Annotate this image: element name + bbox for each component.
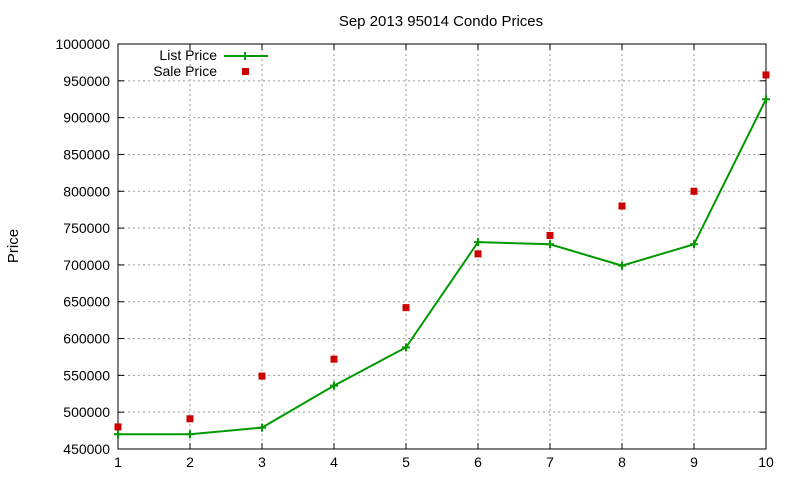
sale-price-point [114, 423, 122, 431]
sale-price-point [474, 250, 482, 258]
list-price-point [258, 423, 266, 432]
sale-price-point [618, 202, 626, 210]
x-tick-label: 3 [258, 454, 266, 470]
y-tick-label: 750000 [63, 220, 110, 236]
series-layer [114, 71, 770, 439]
y-axis-label: Price [5, 229, 22, 263]
y-tick-label: 450000 [63, 441, 110, 457]
sale-price-point [762, 71, 770, 79]
y-tick-label: 700000 [63, 257, 110, 273]
y-tick-label: 900000 [63, 110, 110, 126]
sale-price-point [690, 187, 698, 195]
list-price-point [186, 430, 194, 439]
list-price-line [118, 98, 767, 436]
list-price-point [618, 261, 626, 270]
x-tick-label: 6 [474, 454, 482, 470]
x-tick-label: 4 [330, 454, 338, 470]
sale-price-point [546, 231, 554, 239]
legend-label-list-price: List Price [159, 47, 217, 63]
x-tick-label: 7 [546, 454, 554, 470]
plot-frame [117, 43, 767, 450]
x-tick-label: 8 [618, 454, 626, 470]
list-price-point [114, 430, 122, 439]
x-tick-label: 10 [758, 454, 774, 470]
legend-marker-list-price [241, 52, 249, 60]
y-tick-label: 800000 [63, 183, 110, 199]
x-tick-label: 2 [186, 454, 194, 470]
list-price-point [474, 238, 482, 247]
x-tick-label: 5 [402, 454, 410, 470]
sale-price-point [330, 355, 338, 363]
y-tick-label: 950000 [63, 73, 110, 89]
grid [118, 44, 766, 449]
y-tick-label: 1000000 [55, 36, 110, 52]
x-tick-label: 1 [114, 454, 122, 470]
sale-price-point [258, 372, 266, 380]
y-tick-label: 550000 [63, 367, 110, 383]
legend-label-sale-price: Sale Price [153, 63, 217, 79]
y-tick-label: 650000 [63, 294, 110, 310]
list-price-point [690, 240, 698, 249]
list-price-point [546, 240, 554, 249]
list-price-point [402, 343, 410, 352]
axis-ticks: 450000 500000 550000 600000 650000 700000 7500… [55, 36, 774, 470]
y-tick-label: 600000 [63, 331, 110, 347]
list-price-point [762, 95, 770, 104]
legend-marker-sale-price [242, 68, 249, 75]
legend: List Price Sale Price [153, 47, 268, 79]
sale-price-point [402, 304, 410, 312]
chart-title: Sep 2013 95014 Condo Prices [339, 13, 543, 30]
list-price-point [330, 381, 338, 390]
x-tick-label: 9 [690, 454, 698, 470]
y-tick-label: 850000 [63, 146, 110, 162]
y-tick-label: 500000 [63, 404, 110, 420]
sale-price-point [186, 415, 194, 423]
